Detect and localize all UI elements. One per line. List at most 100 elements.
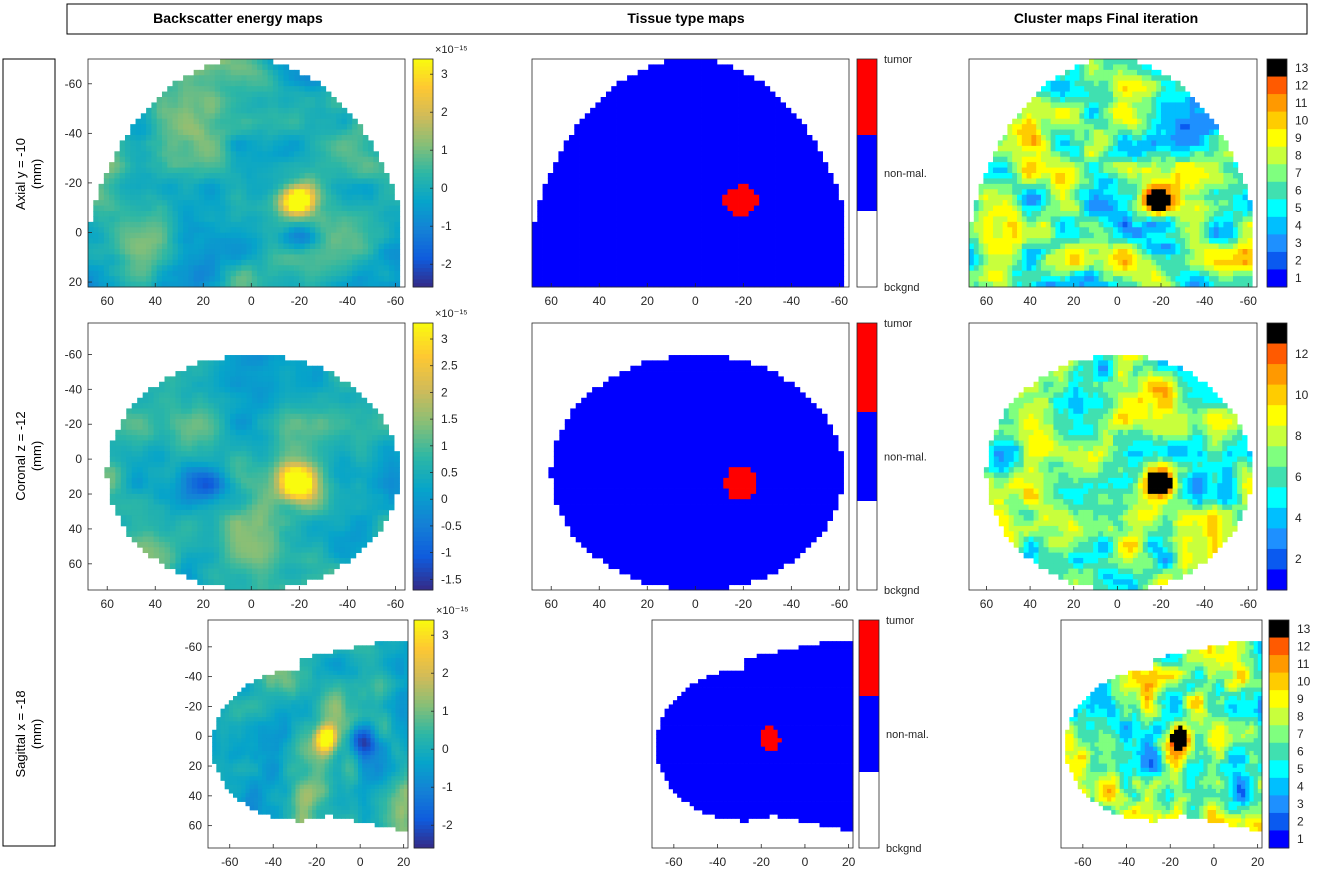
axial-tissue-cell	[658, 86, 665, 92]
axial-tissue-cell	[775, 107, 781, 114]
axial-energy-cell	[146, 265, 152, 272]
axial-tissue-cell	[605, 102, 612, 109]
axial-tissue-cell	[669, 75, 676, 82]
axial-energy-cell	[88, 238, 94, 244]
axial-tissue-cell	[574, 124, 580, 130]
axial-energy-cell	[251, 243, 258, 250]
axial-tissue-cell	[595, 173, 602, 179]
axial-tissue-cell	[716, 97, 723, 103]
axial-tissue-cell	[817, 183, 823, 190]
axial-energy-cell	[357, 167, 364, 174]
axial-tissue-cell	[780, 227, 786, 234]
axial-tissue-cell	[695, 243, 702, 250]
axial-tissue-cell	[801, 189, 808, 196]
axial-tissue-cell	[579, 151, 586, 158]
axial-cluster-cell	[1089, 59, 1095, 65]
axial-tissue-cell	[790, 189, 797, 196]
axial-tissue-cell	[759, 238, 765, 244]
axial-energy-cell	[214, 200, 221, 206]
axial-energy-cell	[257, 129, 263, 136]
axial-tissue-cell	[685, 194, 691, 201]
axial-energy-cell	[88, 254, 94, 261]
axial-tissue-cell	[574, 129, 580, 136]
axial-cluster-cell	[1194, 102, 1200, 109]
axial-energy-cell	[204, 129, 210, 136]
axial-energy-cell	[230, 227, 237, 234]
axial-energy-cell	[188, 97, 195, 103]
axial-tissue-cell	[695, 265, 702, 272]
axial-energy-cell	[362, 135, 369, 141]
axial-energy-cell	[161, 124, 168, 130]
axial-cluster-cell	[1127, 162, 1133, 168]
axial-tissue-cell	[558, 221, 565, 228]
axial-tissue-cell	[716, 265, 723, 272]
axial-energy-cell	[288, 238, 295, 244]
axial-tissue-cell	[711, 140, 718, 147]
axial-cluster-cell	[1074, 64, 1080, 71]
header-tissue: Tissue type maps	[627, 10, 744, 26]
axial-tissue-cell	[743, 75, 750, 82]
axial-tissue-cell	[542, 259, 549, 266]
axial-energy-cell	[251, 75, 258, 82]
axial-energy-cell	[209, 173, 216, 179]
axial-cluster-cell	[1117, 151, 1123, 158]
axial-tissue-cell	[621, 135, 628, 141]
axial-energy-cell	[225, 221, 232, 228]
axial-energy-cell	[214, 167, 221, 174]
axial-energy-cell	[336, 205, 342, 212]
axial-energy-colorbar-segment	[413, 176, 433, 182]
axial-energy-cell	[177, 145, 184, 152]
axial-energy-cell	[257, 69, 263, 76]
axial-energy-cell	[257, 265, 263, 272]
axial-cluster-cell	[1117, 69, 1123, 76]
axial-energy-cell	[161, 270, 168, 277]
axial-tissue-cell	[637, 135, 644, 141]
axial-tissue-cell	[822, 211, 829, 217]
axial-tissue-cell	[701, 97, 707, 103]
axial-energy-cell	[119, 173, 126, 179]
axial-energy-cell	[352, 162, 358, 168]
axial-tissue-cell	[595, 205, 602, 212]
axial-tissue-cell	[600, 145, 607, 152]
axial-tissue-cell	[801, 205, 808, 212]
axial-tissue-cell	[722, 265, 728, 272]
axial-tissue-cell	[759, 86, 765, 92]
axial-tissue-cell	[764, 107, 771, 114]
axial-energy-cell	[230, 167, 237, 174]
axial-tissue-cell	[817, 173, 823, 179]
axial-tissue-cell	[716, 75, 723, 82]
axial-tissue-cell	[658, 270, 665, 277]
axial-cluster-cell	[1069, 113, 1075, 120]
axial-tissue-cell	[600, 151, 607, 158]
axial-tissue-cell	[637, 183, 644, 190]
axial-tissue-cell	[785, 124, 792, 130]
axial-tissue-cell	[759, 265, 765, 272]
axial-tissue-cell	[605, 254, 612, 261]
axial-energy-cell	[198, 243, 205, 250]
axial-tissue-cell	[701, 243, 707, 250]
axial-energy-cell	[93, 243, 99, 250]
axial-tissue-cell	[711, 80, 718, 87]
axial-energy-cell	[183, 221, 189, 228]
axial-energy-cell	[309, 80, 316, 87]
axial-tissue-cell	[727, 200, 734, 206]
axial-cluster-cell	[1175, 118, 1181, 125]
axial-energy-cell	[325, 254, 332, 261]
axial-energy-cell	[198, 140, 205, 147]
axial-tissue-cell	[679, 227, 686, 234]
axial-energy-cell	[167, 211, 173, 217]
axial-energy-cell	[151, 102, 158, 109]
axial-energy-colorbar-segment	[413, 249, 433, 254]
axial-tissue-cell	[775, 102, 781, 109]
axial-energy-cell	[209, 189, 216, 196]
axial-energy-cell	[278, 151, 284, 158]
axial-energy-cell	[304, 124, 311, 130]
axial-energy-cell	[325, 156, 332, 163]
axial-energy-cell	[304, 243, 311, 250]
axial-tissue-cell	[732, 281, 739, 288]
axial-tissue-cell	[600, 129, 607, 136]
axial-cluster-cell	[1151, 102, 1157, 109]
axial-cluster-cell	[997, 167, 1003, 174]
axial-energy-cell	[362, 145, 369, 152]
